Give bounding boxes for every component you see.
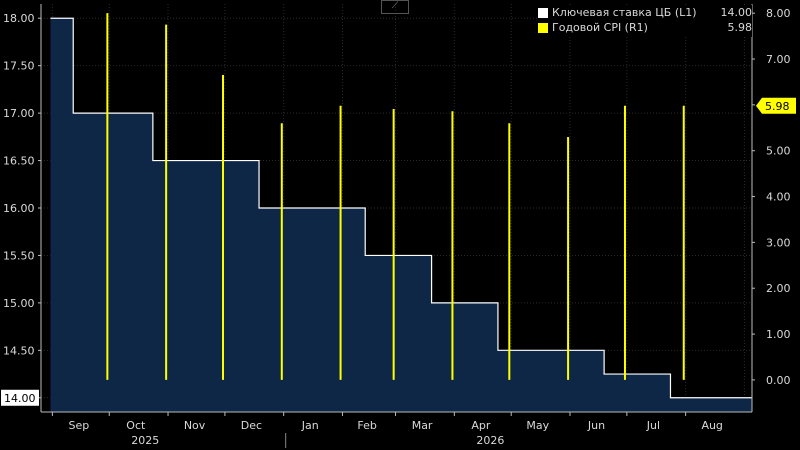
left-tick-label: 18.00 xyxy=(3,12,35,25)
x-tick-label: Sep xyxy=(69,419,90,432)
right-tick-label: 2.00 xyxy=(766,282,791,295)
line-chart-icon[interactable]: ⟋ xyxy=(381,0,409,14)
legend-label-rate: Ключевая ставка ЦБ (L1) xyxy=(552,6,697,19)
legend-row-cpi: Годовой CPI (R1) 5.98 xyxy=(538,20,752,35)
right-tick-label: 5.00 xyxy=(766,145,791,158)
rate-line xyxy=(50,17,752,399)
left-last-label-box xyxy=(1,389,39,406)
x-tick-label: Oct xyxy=(126,419,146,432)
legend-label-cpi: Годовой CPI (R1) xyxy=(552,21,648,34)
x-tick-label: Jul xyxy=(646,419,660,432)
left-tick-label: 15.50 xyxy=(3,249,35,262)
left-tick-label: 14.50 xyxy=(3,344,35,357)
legend-swatch-rate xyxy=(538,7,548,18)
x-tick-label: Apr xyxy=(471,419,491,432)
x-tick-label: Jun xyxy=(587,419,605,432)
right-last-label-box xyxy=(756,97,796,114)
legend-value-cpi: 5.98 xyxy=(727,21,753,34)
x-tick-label: Jan xyxy=(301,419,319,432)
x-tick-label: Dec xyxy=(241,419,262,432)
legend-value-rate: 14.00 xyxy=(720,6,753,19)
right-last-label: 5.98 xyxy=(765,100,790,113)
right-tick-label: 1.00 xyxy=(766,328,791,341)
left-last-label: 14.00 xyxy=(4,392,36,405)
x-tick-label: Aug xyxy=(701,419,722,432)
right-tick-label: 4.00 xyxy=(766,191,791,204)
legend-row-rate: Ключевая ставка ЦБ (L1) 14.00 xyxy=(538,5,752,20)
rate-area xyxy=(50,18,753,413)
left-tick-label: 15.00 xyxy=(3,297,35,310)
x-tick-label: May xyxy=(526,419,549,432)
right-tick-label: 8.00 xyxy=(766,7,791,20)
legend: Ключевая ставка ЦБ (L1) 14.00 Годовой CP… xyxy=(538,5,752,37)
left-tick-label: 17.50 xyxy=(3,60,35,73)
legend-swatch-cpi xyxy=(538,22,548,33)
x-tick-label: Nov xyxy=(184,419,206,432)
left-tick-label: 16.50 xyxy=(3,155,35,168)
year-label: 2025 xyxy=(131,434,159,447)
right-tick-label: 7.00 xyxy=(766,53,791,66)
left-tick-label: 17.00 xyxy=(3,107,35,120)
x-tick-label: Feb xyxy=(357,419,376,432)
right-tick-label: 0.00 xyxy=(766,374,791,387)
year-label: 2026 xyxy=(476,434,504,447)
right-tick-label: 3.00 xyxy=(766,236,791,249)
left-tick-label: 16.00 xyxy=(3,202,35,215)
x-tick-label: Mar xyxy=(412,419,433,432)
